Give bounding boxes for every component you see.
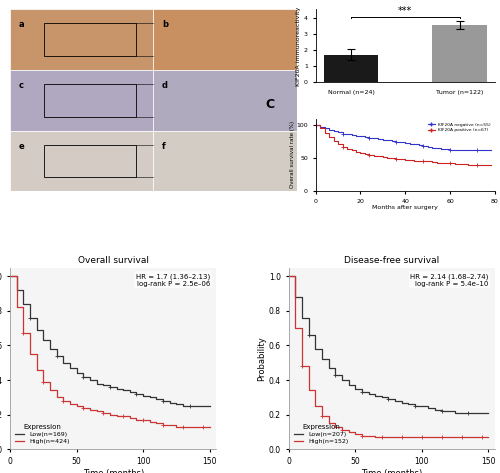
Text: B: B — [266, 0, 275, 2]
FancyBboxPatch shape — [10, 131, 154, 191]
X-axis label: Months after surgery: Months after surgery — [372, 205, 438, 210]
Legend: Low(n=207), High(n=152): Low(n=207), High(n=152) — [292, 422, 350, 446]
Text: f: f — [162, 141, 166, 150]
Text: a: a — [18, 20, 24, 29]
X-axis label: Time (months): Time (months) — [82, 469, 144, 473]
Bar — [44, 84, 136, 117]
Text: c: c — [18, 81, 24, 90]
Text: e: e — [18, 141, 24, 150]
Text: ***: *** — [398, 6, 412, 16]
Bar — [44, 23, 136, 56]
Bar — [324, 55, 378, 82]
Text: b: b — [162, 20, 168, 29]
Bar — [44, 145, 136, 177]
Text: HR = 2.14 (1.68–2.74)
log-rank P = 5.4e–10: HR = 2.14 (1.68–2.74) log-rank P = 5.4e–… — [410, 273, 489, 287]
Y-axis label: KIF20A immunoreactivity: KIF20A immunoreactivity — [296, 6, 301, 86]
FancyBboxPatch shape — [10, 70, 154, 131]
Text: C: C — [266, 98, 274, 111]
Title: Disease-free survival: Disease-free survival — [344, 256, 440, 265]
Legend: Low(n=169), High(n=424): Low(n=169), High(n=424) — [13, 422, 72, 446]
Title: Overall survival: Overall survival — [78, 256, 148, 265]
Bar — [432, 25, 487, 82]
FancyBboxPatch shape — [154, 9, 297, 70]
Y-axis label: Overall survival rate (%): Overall survival rate (%) — [290, 121, 295, 188]
Text: HR = 1.7 (1.36–2.13)
log-rank P = 2.5e–06: HR = 1.7 (1.36–2.13) log-rank P = 2.5e–0… — [136, 273, 210, 287]
FancyBboxPatch shape — [10, 9, 154, 70]
Legend: KIF20A negative (n=55), KIF20A positive (n=67): KIF20A negative (n=55), KIF20A positive … — [426, 121, 493, 134]
FancyBboxPatch shape — [154, 131, 297, 191]
Text: d: d — [162, 81, 168, 90]
Y-axis label: Probability: Probability — [257, 336, 266, 381]
X-axis label: Time (months): Time (months) — [361, 469, 422, 473]
FancyBboxPatch shape — [154, 70, 297, 131]
